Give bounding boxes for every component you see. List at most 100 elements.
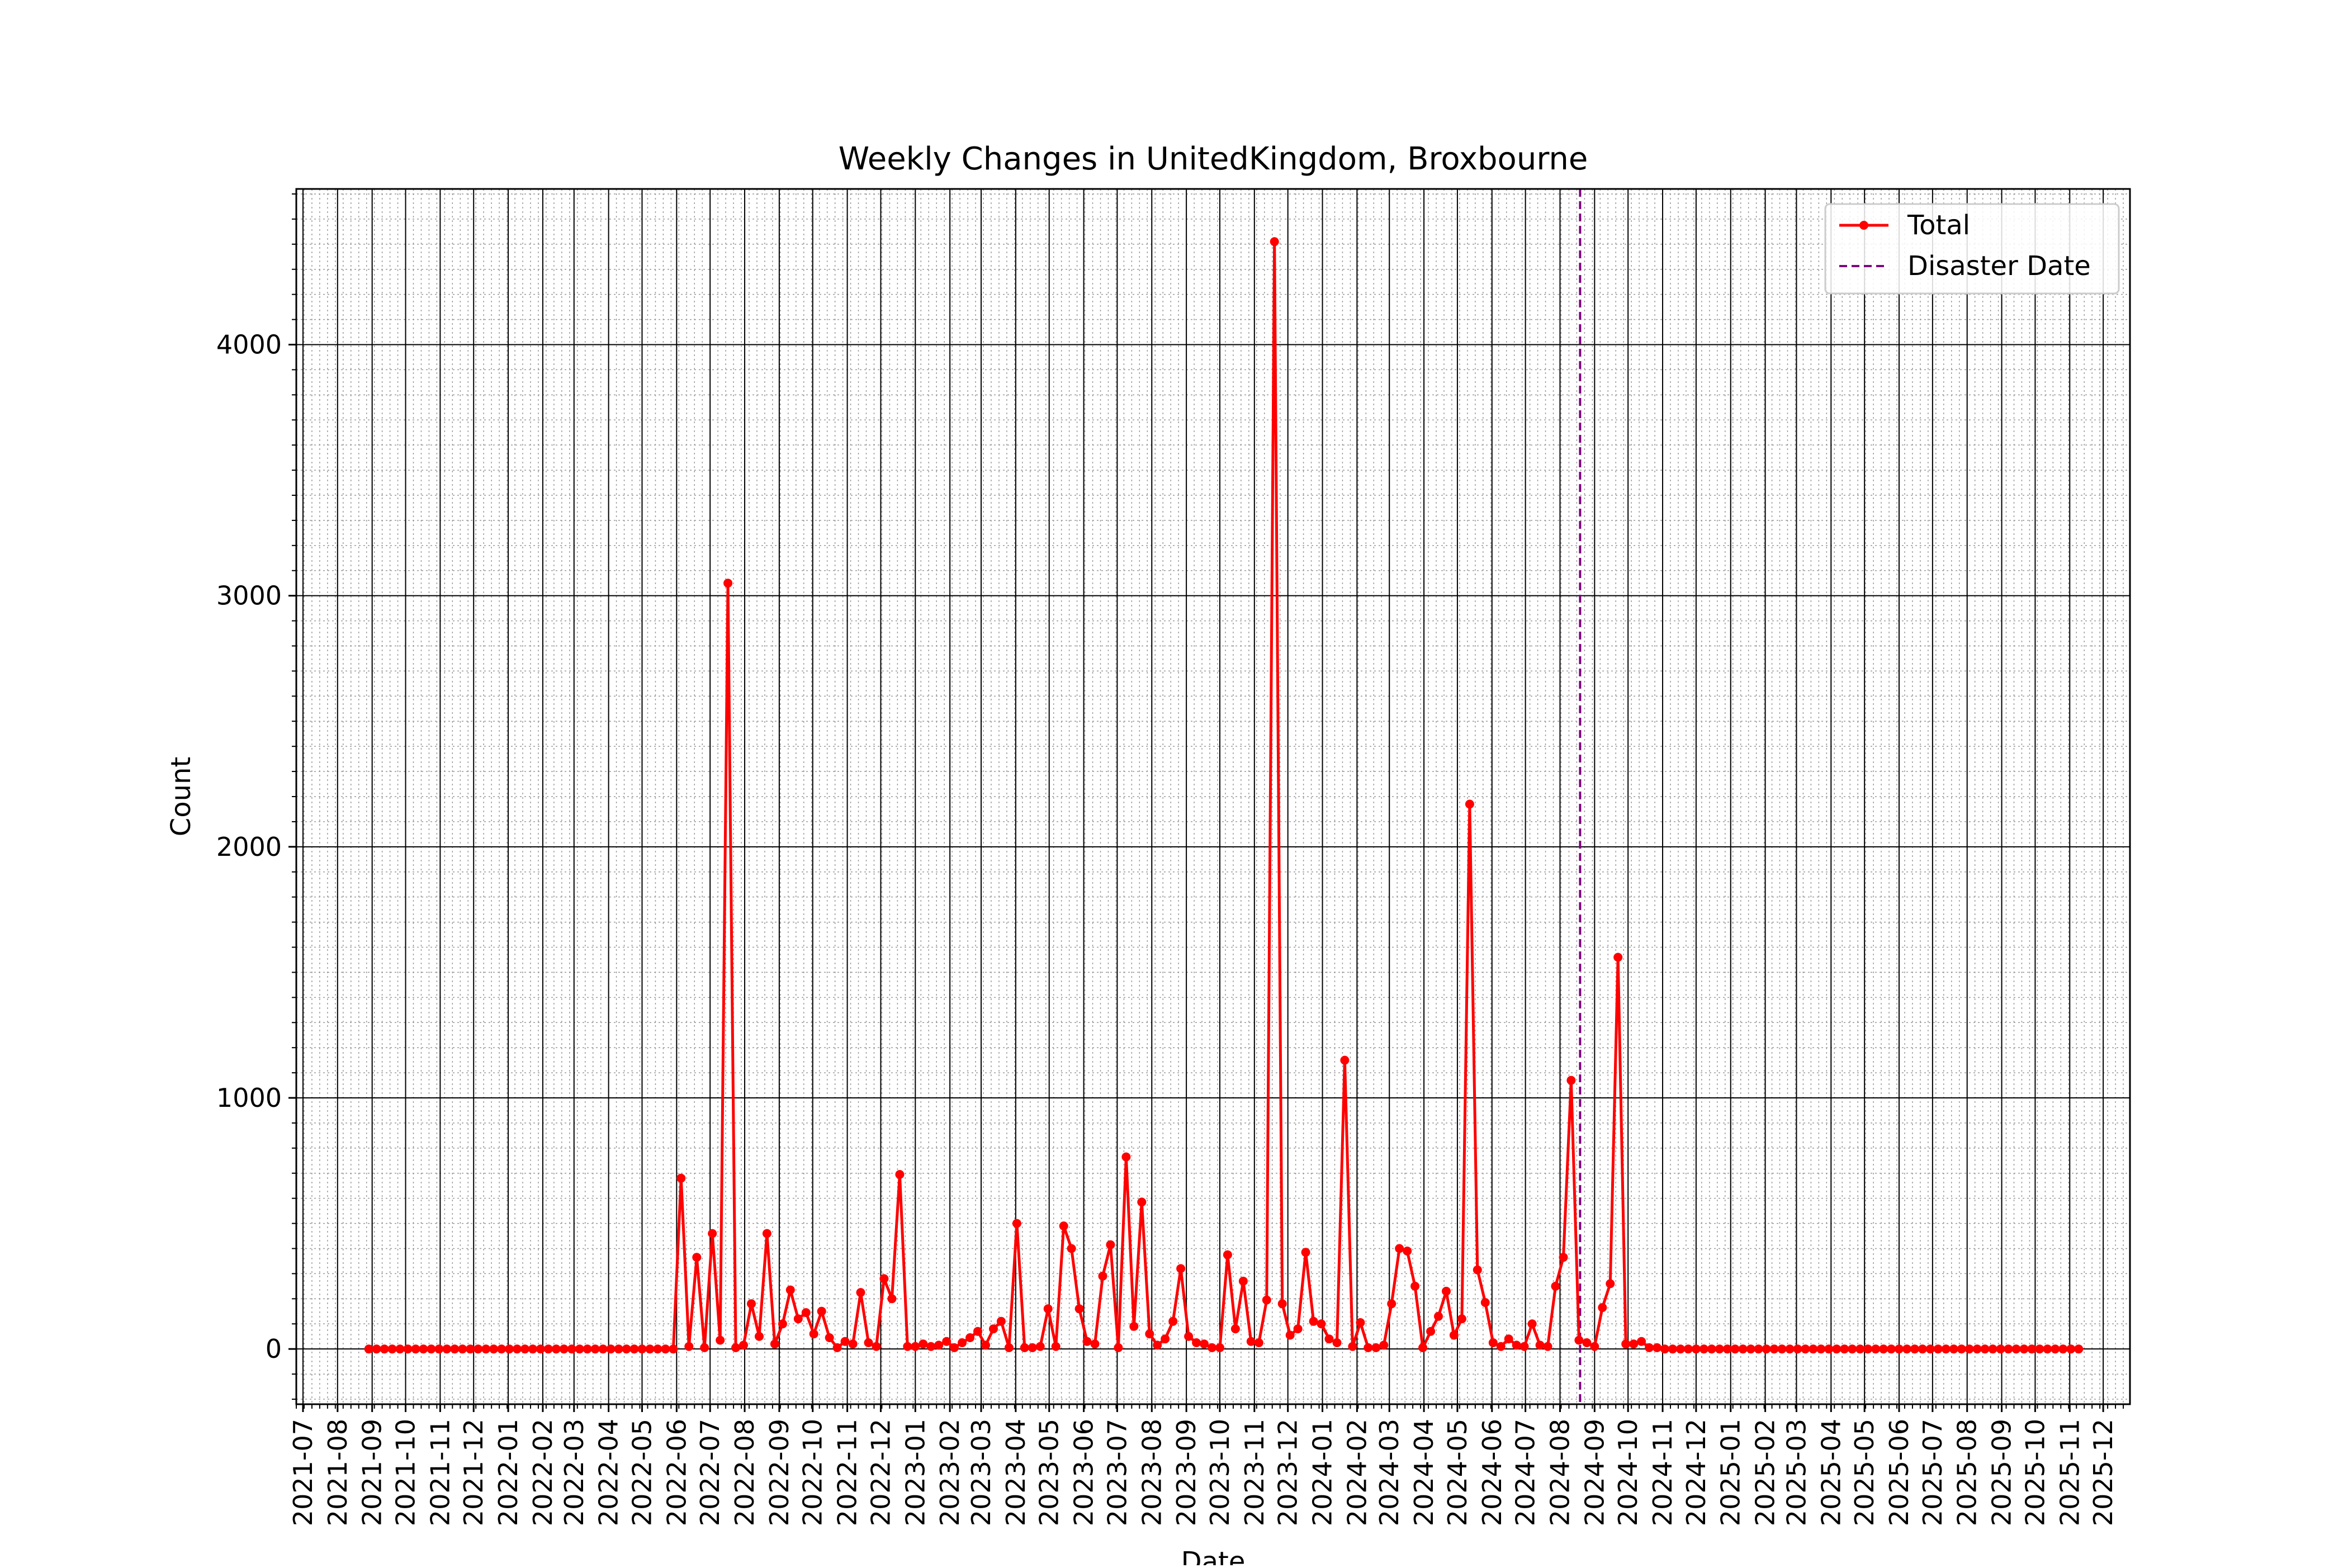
data-point [1871,1344,1881,1354]
data-point [926,1342,936,1351]
data-point [755,1332,764,1341]
data-point [825,1333,834,1342]
data-point [723,579,733,588]
data-point [1746,1344,1755,1354]
data-point [590,1344,600,1354]
data-point [489,1344,499,1354]
data-point [1161,1334,1170,1344]
x-tick-label: 2021-07 [288,1419,318,1526]
x-tick-label: 2025-11 [2054,1419,2085,1526]
x-axis-label: Date [1181,1546,1246,1565]
data-point [1488,1338,1498,1347]
x-tick-label: 2025-09 [1987,1419,2017,1526]
data-point [583,1344,592,1354]
data-point [1879,1344,1888,1354]
x-tick-label: 2024-03 [1374,1419,1404,1526]
data-point [419,1344,428,1354]
data-point [1777,1344,1787,1354]
data-point [1933,1344,1943,1354]
data-point [1949,1344,1958,1354]
x-tick-label: 2025-05 [1849,1419,1880,1526]
data-point [505,1344,514,1354]
data-point [1840,1344,1849,1354]
data-point [1277,1299,1287,1309]
data-point [1816,1344,1826,1354]
data-point [1559,1253,1568,1262]
data-point [1309,1316,1318,1326]
x-tick-label: 2022-09 [764,1419,794,1526]
data-point [2043,1344,2052,1354]
data-point [1738,1344,1748,1354]
data-point [1246,1337,1256,1346]
x-tick-label: 2022-07 [695,1419,725,1526]
data-point [1668,1344,1677,1354]
data-point [1387,1299,1397,1309]
x-tick-label: 2025-03 [1781,1419,1811,1526]
x-tick-label: 2023-04 [1001,1419,1031,1526]
data-point [1106,1240,1115,1249]
x-tick-label: 2025-07 [1918,1419,1948,1526]
data-point [450,1344,460,1354]
data-point [551,1344,561,1354]
data-point [731,1343,741,1352]
data-point [1410,1281,1420,1291]
data-point [856,1288,865,1297]
legend-disaster-label: Disaster Date [1907,250,2091,282]
x-tick-label: 2022-06 [661,1419,692,1526]
x-tick-label: 2023-03 [966,1419,996,1526]
y-tick-label: 3000 [216,581,282,611]
data-point [1067,1244,1076,1253]
data-point [1480,1298,1490,1308]
data-point [387,1344,397,1354]
data-point [1442,1286,1451,1296]
data-point [1043,1304,1053,1314]
x-tick-label: 2024-12 [1681,1419,1711,1526]
x-tick-label: 2021-08 [323,1419,353,1526]
data-point [1964,1344,1974,1354]
data-point [1114,1343,1123,1352]
data-point [1059,1221,1068,1231]
data-point [1925,1344,1935,1354]
data-point [2019,1344,2029,1354]
data-point [2027,1344,2037,1354]
data-point [950,1343,959,1352]
data-point [1051,1342,1061,1351]
data-point [1582,1338,1592,1347]
x-tick-label: 2024-09 [1579,1419,1609,1526]
data-point [497,1344,506,1354]
data-point [575,1344,584,1354]
data-point [2074,1344,2084,1354]
data-point [1098,1271,1107,1281]
data-point [1535,1340,1545,1350]
x-tick-label: 2022-02 [528,1419,558,1526]
data-point [1449,1330,1459,1340]
data-point [1762,1344,1771,1354]
data-point [872,1342,881,1351]
x-tick-label: 2023-05 [1034,1419,1064,1526]
data-point [684,1342,694,1351]
x-tick-label: 2025-04 [1816,1419,1846,1526]
data-point [903,1342,912,1351]
data-point [1028,1343,1037,1352]
x-tick-label: 2024-06 [1477,1419,1507,1526]
data-point [661,1344,670,1354]
data-point [793,1314,803,1324]
x-tick-label: 2021-12 [458,1419,489,1526]
x-tick-label: 2023-09 [1171,1419,1201,1526]
data-point [1020,1343,1029,1352]
data-point [708,1229,717,1238]
data-point [1270,237,1279,247]
data-point [1371,1343,1381,1352]
x-tick-label: 2023-07 [1102,1419,1132,1526]
data-point [934,1340,944,1350]
data-point [543,1344,553,1354]
data-point [1613,953,1623,962]
data-point [996,1316,1006,1326]
data-point [1691,1344,1701,1354]
data-point [1137,1197,1147,1207]
data-point [692,1253,702,1262]
data-point [614,1344,623,1354]
x-tick-label: 2021-10 [391,1419,421,1526]
x-tick-label: 2025-08 [1952,1419,1982,1526]
data-point [785,1285,795,1295]
